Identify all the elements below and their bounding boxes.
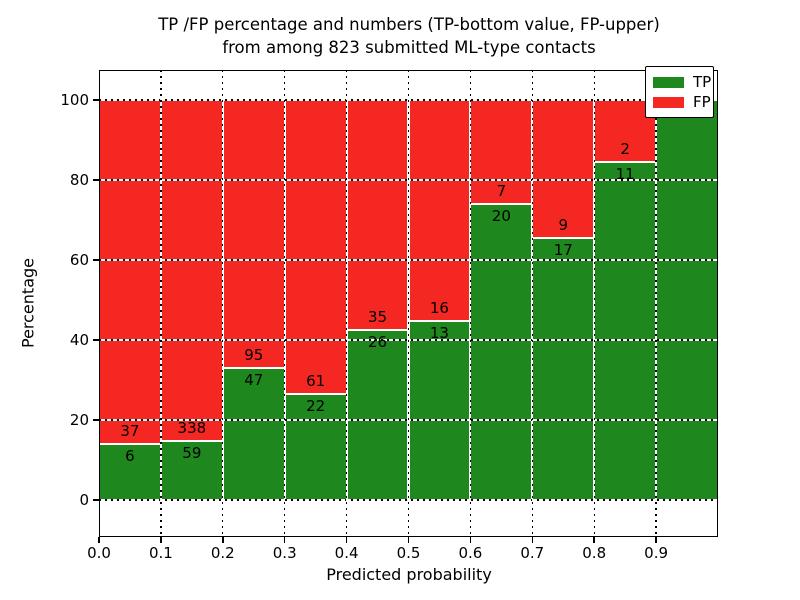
v-gridline [469, 70, 472, 537]
tp-bar-segment [99, 444, 161, 500]
fp-count-label: 7 [496, 181, 507, 200]
chart-title: TP /FP percentage and numbers (TP-bottom… [9, 13, 800, 59]
tp-count-label: 47 [244, 370, 264, 389]
tp-count-label: 13 [429, 323, 449, 342]
v-gridline [593, 70, 595, 537]
chart-title-line2: from among 823 submitted ML-type contact… [222, 38, 596, 57]
tp-count-label: 20 [491, 206, 511, 225]
x-tick-mark [98, 537, 100, 543]
y-tick-label: 0 [79, 491, 89, 509]
fp-count-label: 95 [244, 345, 264, 364]
y-tick-mark [93, 99, 99, 101]
legend: TP FP [645, 66, 714, 118]
tp-bar-segment [346, 329, 409, 500]
v-gridline [655, 70, 657, 537]
x-axis-label: Predicted probability [326, 565, 492, 584]
fp-bar-segment [160, 100, 223, 441]
fp-count-label: 2 [620, 139, 630, 158]
fp-bar-segment [99, 100, 161, 445]
x-tick-label: 0.2 [210, 544, 235, 562]
y-tick-mark [93, 419, 99, 421]
fp-count-label: 61 [306, 371, 326, 390]
x-tick-label: 0.7 [520, 544, 545, 562]
tp-count-label: 26 [368, 332, 388, 351]
x-tick-mark [160, 537, 162, 543]
tp-swatch-icon [653, 76, 684, 88]
legend-item-tp: TP [653, 72, 713, 92]
y-tick-label: 80 [69, 171, 89, 189]
y-tick-mark [93, 339, 99, 341]
fp-count-label: 9 [558, 216, 569, 235]
x-tick-mark [407, 537, 410, 543]
x-tick-label: 0.3 [272, 544, 297, 562]
x-tick-mark [345, 537, 348, 543]
fp-bar-segment [346, 100, 409, 330]
x-tick-label: 0.4 [334, 544, 359, 562]
tp-bar-segment [532, 238, 595, 500]
y-tick-label: 40 [69, 331, 89, 349]
v-gridline [345, 70, 348, 537]
tp-count-label: 22 [306, 396, 326, 415]
v-gridline [531, 70, 533, 537]
x-tick-label: 0.8 [582, 544, 607, 562]
tp-count-label: 17 [553, 241, 573, 260]
x-tick-mark [593, 537, 595, 543]
chart-title-line1: TP /FP percentage and numbers (TP-bottom… [158, 15, 660, 34]
fp-bar-segment [222, 100, 285, 368]
x-tick-mark [283, 537, 286, 543]
y-axis-label: Percentage [18, 257, 38, 349]
plot-area: 6375933847952261263513162071791122020406… [60, 70, 718, 562]
fp-count-label: 338 [177, 418, 207, 437]
x-tick-label: 0.5 [396, 544, 421, 562]
fp-bar-segment [284, 100, 347, 394]
fp-bar-segment [532, 100, 595, 239]
legend-label-fp: FP [693, 93, 711, 111]
y-tick-label: 20 [69, 411, 89, 429]
tp-count-label: 59 [182, 443, 202, 462]
x-tick-mark [655, 537, 657, 543]
y-tick-mark [93, 499, 99, 501]
v-gridline [160, 70, 162, 537]
tp-bar-segment [160, 440, 223, 500]
x-tick-label: 0.6 [458, 544, 483, 562]
fp-swatch-icon [653, 96, 684, 108]
legend-item-fp: FP [653, 92, 713, 112]
tp-bar-segment [408, 320, 471, 500]
tp-bar-segment [594, 161, 657, 500]
v-gridline [407, 70, 410, 537]
y-tick-mark [93, 259, 99, 261]
tp-bar-segment [656, 100, 718, 500]
x-tick-label: 0.0 [87, 544, 111, 562]
y-tick-label: 60 [69, 251, 89, 269]
fp-count-label: 16 [429, 298, 449, 317]
x-tick-mark [531, 537, 534, 543]
tp-count-label: 11 [615, 164, 635, 183]
tp-count-label: 6 [125, 447, 135, 466]
fp-count-label: 35 [368, 307, 388, 326]
fp-bar-segment [408, 100, 471, 321]
x-tick-mark [469, 537, 472, 543]
legend-label-tp: TP [693, 73, 712, 91]
v-gridline [284, 70, 286, 537]
v-gridline [222, 70, 224, 537]
y-tick-mark [93, 179, 99, 181]
x-tick-label: 0.1 [148, 544, 173, 562]
x-tick-mark [222, 537, 224, 543]
x-tick-label: 0.9 [644, 544, 669, 562]
tp-bar-segment [470, 203, 533, 500]
y-tick-label: 100 [60, 91, 89, 109]
fp-count-label: 37 [120, 422, 140, 441]
